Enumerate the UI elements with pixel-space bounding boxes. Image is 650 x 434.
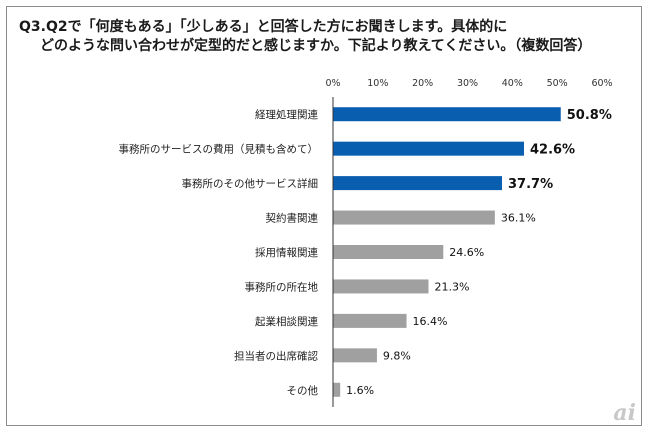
- category-label: 担当者の出席確認: [234, 349, 318, 362]
- value-label: 42.6%: [530, 143, 575, 158]
- category-label: その他: [287, 384, 319, 397]
- value-label: 16.4%: [413, 315, 448, 328]
- category-label: 契約書関連: [266, 212, 319, 225]
- x-tick-label: 60%: [591, 78, 612, 89]
- category-label: 起業相談関連: [255, 315, 318, 328]
- category-label: 経理処理関連: [255, 108, 318, 121]
- chart-title-line-2: どのような問い合わせが定型的だと感じますか。下記より教えてください。（複数回答）: [40, 38, 592, 54]
- bar: [333, 176, 503, 191]
- chart-frame: Q3.Q2で「何度もある」「少しある」と回答した方にお聞きします。具体的に どの…: [6, 6, 642, 426]
- x-tick-label: 10%: [367, 78, 388, 89]
- value-label: 50.8%: [567, 108, 612, 123]
- category-label: 事務所のその他サービス詳細: [182, 177, 319, 190]
- value-label: 21.3%: [434, 280, 469, 293]
- chart-title-line-1: Q3.Q2で「何度もある」「少しある」と回答した方にお聞きします。具体的に: [19, 19, 508, 35]
- x-tick-label: 0%: [325, 78, 340, 89]
- bar: [333, 382, 341, 397]
- value-label: 36.1%: [501, 212, 536, 225]
- category-label: 事務所の所在地: [245, 280, 319, 293]
- value-label: 24.6%: [449, 246, 484, 259]
- bar: [333, 279, 429, 294]
- category-label: 事務所のサービスの費用（見積も含めて）: [119, 143, 319, 156]
- value-label: 1.6%: [346, 384, 374, 397]
- bar: [333, 210, 495, 225]
- category-label: 採用情報関連: [255, 246, 318, 259]
- x-tick-label: 50%: [547, 78, 568, 89]
- value-label: 37.7%: [508, 177, 553, 192]
- x-tick-label: 40%: [502, 78, 523, 89]
- x-tick-label: 30%: [457, 78, 478, 89]
- site-logo: ai: [613, 400, 636, 426]
- bar: [333, 245, 444, 259]
- x-tick-label: 20%: [412, 78, 433, 89]
- value-label: 9.8%: [383, 349, 411, 362]
- bar: [333, 348, 377, 363]
- bar: [333, 107, 561, 122]
- chart-title: Q3.Q2で「何度もある」「少しある」と回答した方にお聞きします。具体的に どの…: [19, 18, 591, 56]
- bar: [333, 313, 407, 328]
- bar: [333, 141, 524, 156]
